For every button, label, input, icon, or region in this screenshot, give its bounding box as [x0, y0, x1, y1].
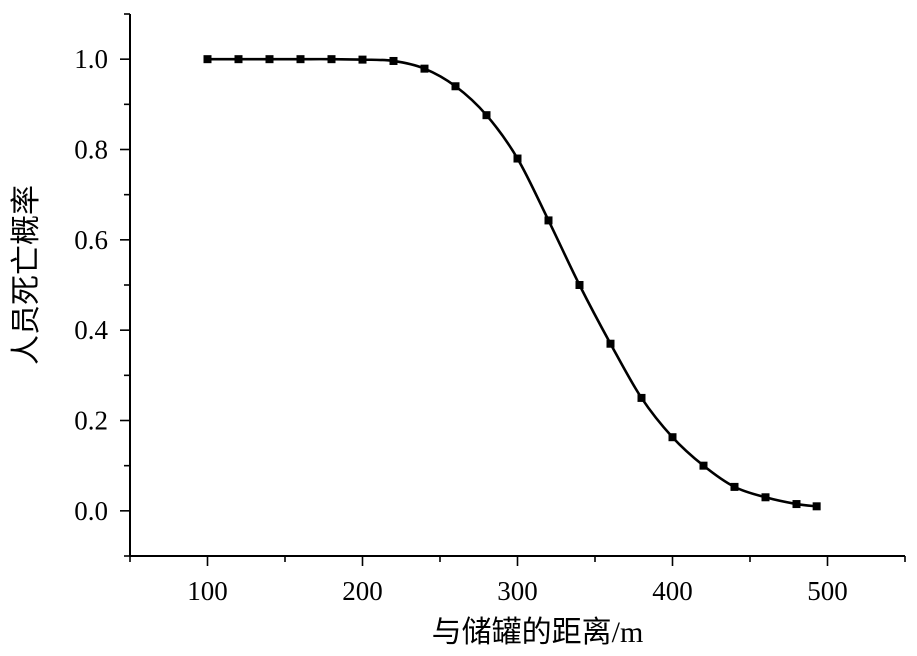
data-point-marker — [668, 433, 677, 442]
data-point-marker — [812, 502, 821, 511]
series-group — [203, 55, 821, 511]
data-point-marker — [761, 493, 770, 502]
data-point-marker — [420, 64, 429, 73]
data-point-marker — [482, 111, 491, 120]
y-axis-ticks: 0.0 0.2 0.4 0.6 0.8 1.0 — [74, 13, 130, 557]
data-point-marker — [513, 154, 522, 163]
data-point-marker — [265, 55, 274, 64]
data-point-marker — [327, 55, 336, 64]
data-point-marker — [358, 55, 367, 64]
y-tick-label: 0.6 — [74, 225, 108, 255]
data-point-marker — [544, 216, 553, 225]
y-tick-label: 0.0 — [74, 496, 108, 526]
data-point-marker — [389, 56, 398, 65]
data-point-marker — [203, 55, 212, 64]
x-axis-ticks: 100 200 300 400 500 — [129, 556, 906, 606]
axes — [129, 14, 905, 557]
y-axis-title: 人员死亡概率 — [10, 185, 43, 365]
x-tick-label: 200 — [342, 576, 383, 606]
series-line — [207, 57, 817, 508]
y-tick-label: 0.2 — [74, 406, 108, 436]
data-point-marker — [234, 55, 243, 64]
y-tick-label: 0.8 — [74, 135, 108, 165]
x-tick-label: 100 — [187, 576, 228, 606]
x-tick-label: 500 — [807, 576, 848, 606]
x-tick-label: 400 — [652, 576, 693, 606]
data-point-marker — [296, 55, 305, 64]
data-point-marker — [699, 461, 708, 470]
x-axis-title: 与储罐的距离/m — [432, 616, 644, 649]
y-tick-label: 1.0 — [74, 44, 108, 74]
data-point-marker — [451, 82, 460, 91]
data-point-marker — [575, 281, 584, 289]
x-tick-label: 300 — [497, 576, 538, 606]
data-point-marker — [637, 393, 646, 402]
data-point-marker — [606, 339, 615, 348]
y-tick-label: 0.4 — [74, 315, 108, 345]
data-point-marker — [792, 500, 801, 509]
data-point-marker — [730, 482, 739, 491]
